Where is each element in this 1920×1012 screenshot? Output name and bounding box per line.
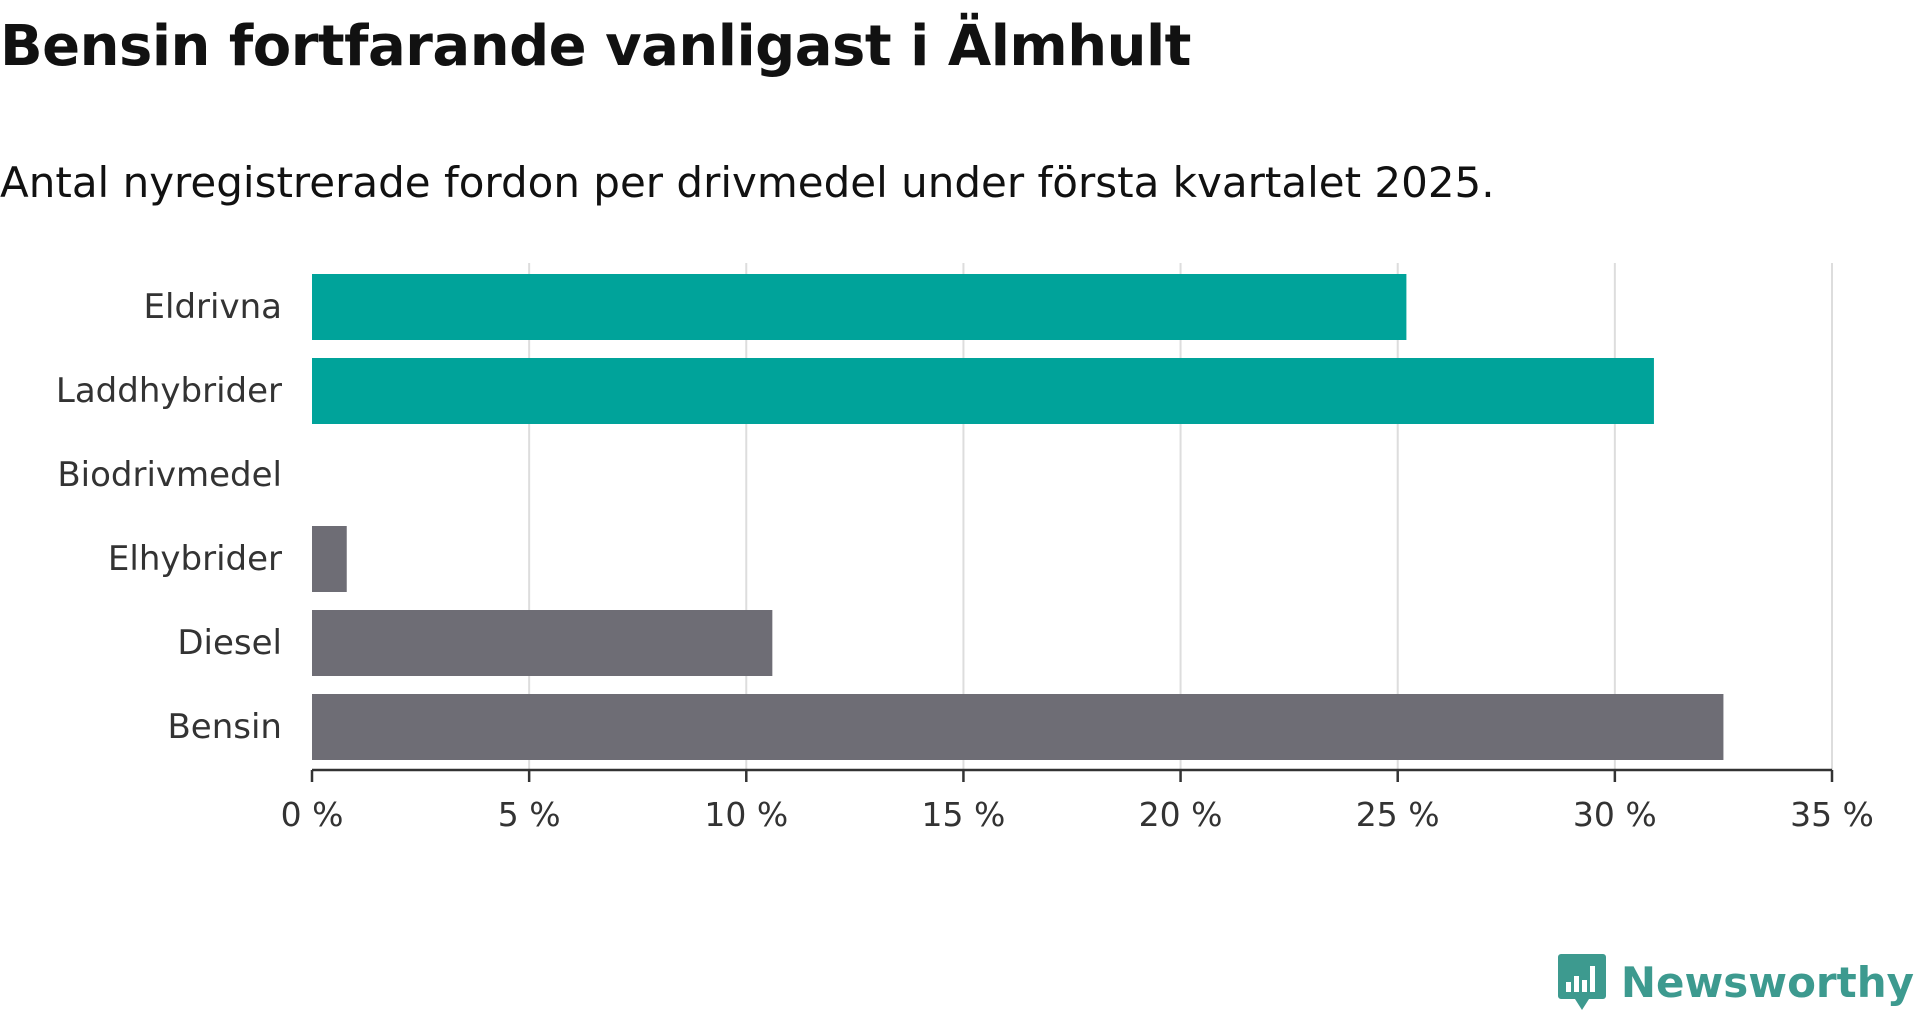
- category-label: Eldrivna: [144, 287, 282, 327]
- x-tick-label: 0 %: [281, 795, 344, 834]
- category-labels: Eldrivna Laddhybrider Biodrivmedel Elhybrid…: [56, 287, 282, 747]
- x-tick-label: 10 %: [704, 795, 788, 834]
- chart-title: Bensin fortfarande vanligast i Älmhult: [0, 14, 1191, 79]
- newsworthy-logo-icon: [1557, 954, 1606, 1010]
- x-tick-label: 5 %: [498, 795, 561, 834]
- category-label: Bensin: [167, 707, 282, 747]
- bar-chart: Eldrivna Laddhybrider Biodrivmedel Elhybrid…: [56, 263, 1874, 834]
- bar: [312, 610, 773, 676]
- category-label: Laddhybrider: [56, 371, 282, 411]
- bars: [312, 274, 1724, 760]
- bar: [312, 274, 1407, 340]
- grid-lines: [528, 263, 1833, 770]
- x-axis: 0 % 5 % 10 % 15 % 20 % 25 % 30 % 35 %: [281, 768, 1874, 834]
- bar: [312, 694, 1724, 760]
- x-tick-label: 35 %: [1790, 795, 1874, 834]
- x-tick-label: 30 %: [1573, 795, 1657, 834]
- bar: [312, 358, 1654, 424]
- x-tick-label: 25 %: [1356, 795, 1440, 834]
- x-tick-label: 15 %: [922, 795, 1006, 834]
- brand-logo: Newsworthy: [1557, 952, 1914, 1012]
- bar: [312, 526, 347, 592]
- category-label: Elhybrider: [108, 539, 282, 579]
- chart-subtitle: Antal nyregistrerade fordon per drivmede…: [0, 158, 1495, 207]
- x-tick-label: 20 %: [1139, 795, 1223, 834]
- category-label: Diesel: [177, 623, 282, 663]
- category-label: Biodrivmedel: [57, 455, 282, 495]
- brand-name: Newsworthy: [1620, 957, 1914, 1007]
